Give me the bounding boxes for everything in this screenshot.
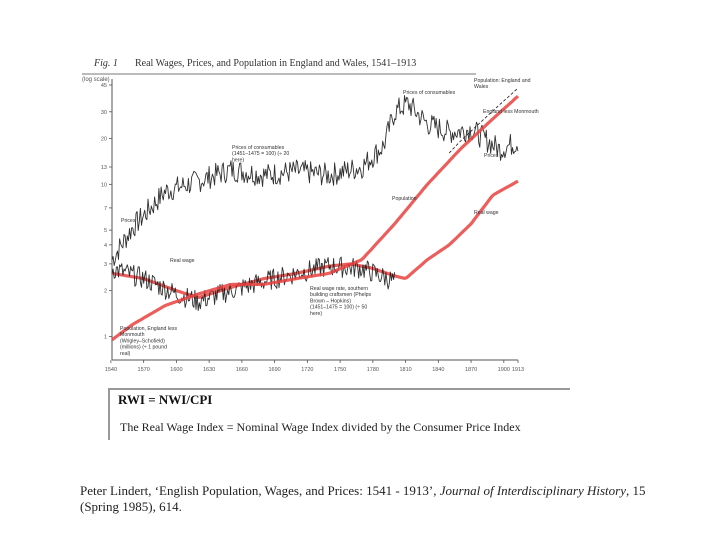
chart-annotation-line: Population, England less bbox=[120, 326, 178, 332]
x-tick-label: 1900 bbox=[498, 367, 510, 373]
x-tick-label: 1600 bbox=[170, 367, 182, 373]
x-tick-label: 1780 bbox=[367, 367, 379, 373]
citation: Peter Lindert, ‘English Population, Wage… bbox=[80, 483, 680, 515]
y-tick-label: 3 bbox=[104, 262, 107, 268]
chart-annotation: Prices bbox=[121, 218, 136, 224]
y-tick-label: 5 bbox=[104, 228, 107, 234]
x-tick-label: 1913 bbox=[512, 367, 524, 373]
y-axis-label: (log scale) bbox=[82, 77, 110, 83]
x-tick-label: 1870 bbox=[465, 367, 477, 373]
chart-annotation-line: Real wage bbox=[474, 210, 499, 216]
chart-annotation: Prices bbox=[484, 153, 499, 159]
y-tick-label: 45 bbox=[101, 83, 107, 89]
chart-annotation-line: Prices of consumables bbox=[232, 145, 285, 151]
chart-annotation: Real wage bbox=[170, 258, 195, 264]
chart-annotation: Prices of consumables bbox=[403, 90, 456, 96]
y-tick-label: 20 bbox=[101, 137, 107, 143]
chart-annotation-line: Prices bbox=[484, 153, 499, 159]
citation-volume: , 15 (Spring 1985), 614. bbox=[80, 483, 646, 514]
x-tick-label: 1750 bbox=[334, 367, 346, 373]
chart-annotation: Real wage rate, southern building craftsm… bbox=[310, 286, 372, 317]
x-tick-label: 1690 bbox=[268, 367, 280, 373]
formula-definition: The Real Wage Index = Nominal Wage Index… bbox=[120, 420, 521, 434]
formula-box bbox=[108, 388, 570, 440]
chart-annotation-line: Population bbox=[392, 196, 417, 202]
x-tick-label: 1810 bbox=[399, 367, 411, 373]
chart-annotations: Population: England and Wales Prices of co… bbox=[120, 78, 539, 357]
chart-annotation: Real wage bbox=[474, 210, 499, 216]
x-tick-label: 1630 bbox=[203, 367, 215, 373]
y-tick-label: 2 bbox=[104, 289, 107, 295]
x-tick-label: 1660 bbox=[236, 367, 248, 373]
x-axis-ticks: 1540 1570 1600 1630 1660 1690 1720 1750 1780 1810… bbox=[105, 360, 524, 373]
y-tick-label: 13 bbox=[101, 165, 107, 171]
chart-annotation-line: here) bbox=[232, 157, 244, 163]
chart-annotation-line: (1451–1475 = 100) (÷ 50 bbox=[310, 305, 367, 311]
x-tick-label: 1570 bbox=[138, 367, 150, 373]
chart-annotation: Population bbox=[392, 196, 417, 202]
series-line-prices bbox=[111, 95, 519, 266]
citation-journal: Journal of Interdisciplinary History bbox=[439, 483, 626, 498]
series-line-population bbox=[111, 94, 520, 342]
x-tick-label: 1540 bbox=[105, 367, 117, 373]
y-tick-label: 4 bbox=[104, 243, 107, 249]
chart-annotation-line: real) bbox=[120, 351, 131, 357]
chart-annotation-line: Prices of consumables bbox=[403, 90, 456, 96]
chart-annotation: England less Monmouth bbox=[483, 109, 539, 115]
chart-series bbox=[111, 87, 520, 342]
chart-annotation-line: Population: England and bbox=[474, 78, 531, 84]
y-tick-label: 10 bbox=[101, 182, 107, 188]
y-tick-label: 1 bbox=[104, 334, 107, 340]
chart-annotation-line: (1451–1475 = 100) (÷ 20 bbox=[232, 151, 289, 157]
y-tick-label: 30 bbox=[101, 110, 107, 116]
x-tick-label: 1720 bbox=[301, 367, 313, 373]
citation-author-title: Peter Lindert, ‘English Population, Wage… bbox=[80, 483, 440, 498]
chart-annotation-line: Real wage bbox=[170, 258, 195, 264]
x-tick-label: 1840 bbox=[432, 367, 444, 373]
chart-annotation-line: Wales bbox=[474, 84, 489, 90]
chart-annotation-line: Brown – Hopkins) bbox=[310, 298, 351, 304]
chart-annotation-line: (millions) (÷ 1 pound bbox=[120, 345, 167, 351]
chart-annotation: Prices of consumables (1451–1475 = 100) (… bbox=[232, 145, 289, 163]
formula-title: RWI = NWI/CPI bbox=[118, 392, 213, 407]
series-line-population-england-wales bbox=[448, 87, 519, 154]
series-line-real-wage-rate bbox=[111, 256, 396, 311]
chart-annotation: Population, England less Monmouth (Wrigley… bbox=[120, 326, 178, 357]
figure-title: Real Wages, Prices, and Population in En… bbox=[135, 58, 416, 69]
figure-number: Fig. 1 bbox=[93, 58, 118, 69]
chart-annotation-line: England less Monmouth bbox=[483, 109, 539, 115]
chart-annotation-line: Monmouth bbox=[120, 332, 145, 338]
chart-annotation-line: Prices bbox=[121, 218, 136, 224]
y-tick-label: 7 bbox=[104, 206, 107, 212]
chart-annotation-line: here) bbox=[310, 311, 322, 317]
chart-annotation-line: Real wage rate, southern bbox=[310, 286, 368, 292]
chart-axes: (log scale) bbox=[82, 77, 518, 361]
chart-annotation-line: building craftsmen (Phelps bbox=[310, 292, 372, 298]
chart-annotation-line: (Wrigley–Schofield) bbox=[120, 338, 165, 344]
chart-annotation: Population: England and Wales bbox=[474, 78, 531, 90]
